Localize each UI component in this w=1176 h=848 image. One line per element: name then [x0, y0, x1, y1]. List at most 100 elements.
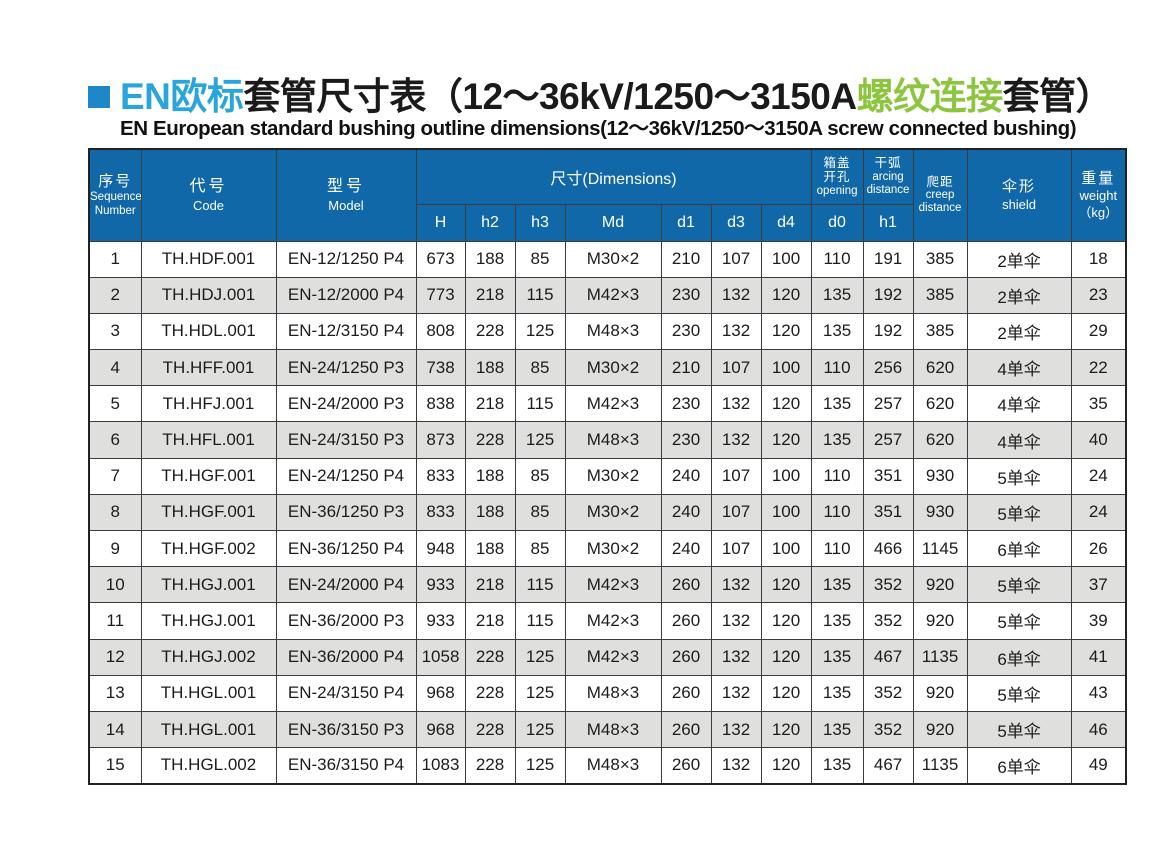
cell-code: TH.HFJ.001 — [140, 385, 277, 423]
cell-h2: 188 — [464, 349, 516, 387]
title-part-en-blue: EN欧标 — [120, 76, 244, 117]
cell-sequence: 10 — [88, 566, 142, 604]
cell-d3: 132 — [710, 312, 762, 351]
table-row: 13 TH.HGL.001 EN-24/3150 P4 968 228 125 … — [88, 674, 1127, 712]
cell-h1: 256 — [862, 349, 914, 387]
cell-h1: 352 — [862, 710, 914, 749]
cell-creep: 620 — [912, 349, 968, 387]
cell-d0: 110 — [810, 493, 864, 532]
cell-H: 773 — [415, 276, 466, 314]
cell-h1: 352 — [862, 674, 914, 712]
cell-h2: 228 — [464, 638, 516, 676]
cell-shield: 5单伞 — [966, 457, 1072, 495]
cell-model: EN-24/2000 P4 — [275, 566, 417, 604]
cell-d0: 110 — [810, 457, 864, 495]
cell-d1: 230 — [660, 276, 712, 314]
header-arcing-zh: 干弧 — [874, 156, 902, 171]
cell-h1: 192 — [862, 312, 914, 351]
cell-d1: 260 — [660, 566, 712, 604]
cell-code: TH.HDL.001 — [140, 312, 277, 351]
col-header-creep: 爬距 creep distance — [912, 148, 968, 242]
cell-weight: 46 — [1070, 710, 1127, 749]
cell-H: 948 — [415, 529, 466, 568]
cell-sequence: 6 — [88, 421, 142, 459]
title-part-black1: 套管尺寸表（12～36kV/1250～3150A — [243, 76, 857, 117]
cell-d0: 135 — [810, 276, 864, 314]
cell-weight: 26 — [1070, 529, 1127, 568]
col-header-model: 型号 Model — [275, 148, 417, 242]
cell-h3: 85 — [514, 493, 566, 532]
cell-d1: 260 — [660, 710, 712, 749]
col-header-H: H — [415, 203, 466, 242]
header-arcing-en1: arcing — [872, 170, 904, 183]
cell-creep: 385 — [912, 312, 968, 351]
header-opening-zh1: 箱盖 — [823, 155, 851, 170]
cell-h2: 228 — [464, 674, 516, 712]
col-header-d0: d0 — [810, 203, 864, 242]
cell-H: 673 — [415, 240, 466, 278]
cell-weight: 22 — [1070, 349, 1127, 387]
cell-creep: 385 — [912, 240, 968, 278]
col-header-sequence: 序号 Sequence Number — [88, 148, 142, 242]
cell-d1: 260 — [660, 747, 712, 785]
bushing-dimensions-table: 序号 Sequence Number 代号 Code 型号 Model 尺寸(D… — [88, 148, 1128, 785]
table-row: 5 TH.HFJ.001 EN-24/2000 P3 838 218 115 M… — [88, 385, 1127, 423]
cell-h2: 218 — [464, 385, 516, 423]
cell-shield: 6单伞 — [966, 638, 1072, 676]
cell-d0: 110 — [810, 349, 864, 387]
cell-h2: 188 — [464, 457, 516, 495]
cell-d0: 135 — [810, 747, 864, 785]
cell-code: TH.HFF.001 — [140, 349, 277, 387]
cell-d0: 135 — [810, 385, 864, 423]
cell-H: 1083 — [415, 747, 466, 785]
cell-d0: 135 — [810, 638, 864, 676]
cell-d4: 120 — [760, 566, 812, 604]
cell-d3: 132 — [710, 638, 762, 676]
cell-code: TH.HGJ.002 — [140, 638, 277, 676]
cell-model: EN-24/1250 P4 — [275, 457, 417, 495]
cell-creep: 920 — [912, 674, 968, 712]
page-title: EN欧标套管尺寸表（12～36kV/1250～3150A螺纹连接套管） — [88, 66, 1113, 120]
header-sequence-en1: Sequence — [90, 191, 141, 204]
cell-sequence: 8 — [88, 493, 142, 532]
cell-Md: M42×3 — [564, 566, 662, 604]
cell-creep: 920 — [912, 710, 968, 749]
cell-d3: 132 — [710, 747, 762, 785]
cell-sequence: 4 — [88, 349, 142, 387]
cell-h1: 352 — [862, 566, 914, 604]
cell-H: 833 — [415, 457, 466, 495]
header-arcing-en2: distance — [866, 183, 910, 196]
cell-d1: 240 — [660, 457, 712, 495]
cell-creep: 920 — [912, 566, 968, 604]
cell-d4: 120 — [760, 276, 812, 314]
cell-h3: 85 — [514, 529, 566, 568]
cell-d1: 210 — [660, 349, 712, 387]
col-header-weight: 重量 weight （kg） — [1070, 148, 1127, 242]
cell-sequence: 9 — [88, 529, 142, 568]
cell-d3: 132 — [710, 710, 762, 749]
header-sequence-en2: Number — [94, 204, 136, 217]
table-row: 1 TH.HDF.001 EN-12/1250 P4 673 188 85 M3… — [88, 240, 1127, 278]
col-header-h3: h3 — [514, 203, 566, 242]
cell-code: TH.HGL.001 — [140, 710, 277, 749]
cell-h3: 85 — [514, 457, 566, 495]
header-code-en: Code — [192, 197, 225, 213]
title-part-black2: 套管） — [1002, 76, 1113, 117]
cell-d1: 240 — [660, 529, 712, 568]
cell-h3: 115 — [514, 566, 566, 604]
cell-d3: 107 — [710, 457, 762, 495]
cell-shield: 5单伞 — [966, 602, 1072, 640]
cell-model: EN-24/1250 P3 — [275, 349, 417, 387]
table-row: 3 TH.HDL.001 EN-12/3150 P4 808 228 125 M… — [88, 312, 1127, 351]
cell-d4: 120 — [760, 710, 812, 749]
cell-code: TH.HGF.002 — [140, 529, 277, 568]
cell-d0: 135 — [810, 312, 864, 351]
header-weight-en: weight — [1079, 188, 1118, 204]
table-row: 8 TH.HGF.001 EN-36/1250 P3 833 188 85 M3… — [88, 493, 1127, 532]
cell-weight: 24 — [1070, 457, 1127, 495]
table-row: 6 TH.HFL.001 EN-24/3150 P3 873 228 125 M… — [88, 421, 1127, 459]
header-weight-zh: 重量 — [1081, 169, 1116, 187]
cell-h3: 85 — [514, 240, 566, 278]
cell-d3: 132 — [710, 566, 762, 604]
